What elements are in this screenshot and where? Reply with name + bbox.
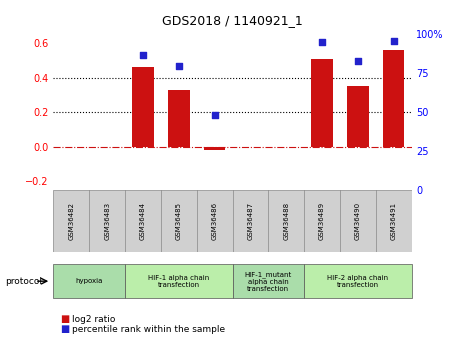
Text: GSM36482: GSM36482: [68, 202, 74, 240]
Text: HIF-1_mutant
alpha chain
transfection: HIF-1_mutant alpha chain transfection: [245, 271, 292, 292]
Point: [175, 63, 182, 68]
Text: HIF-2 alpha chain
transfection: HIF-2 alpha chain transfection: [327, 275, 388, 288]
Text: GSM36484: GSM36484: [140, 202, 146, 240]
Text: GDS2018 / 1140921_1: GDS2018 / 1140921_1: [162, 14, 303, 27]
Text: HIF-1 alpha chain
transfection: HIF-1 alpha chain transfection: [148, 275, 209, 288]
Point: [354, 58, 361, 63]
Text: GSM36483: GSM36483: [104, 202, 110, 240]
Bar: [383, 50, 405, 147]
Bar: [311, 59, 333, 147]
Text: GSM36488: GSM36488: [283, 202, 289, 240]
Text: log2 ratio: log2 ratio: [72, 315, 115, 324]
Point: [390, 38, 397, 43]
Point: [139, 52, 146, 57]
Point: [318, 39, 325, 45]
Point: [211, 112, 219, 118]
Text: ■: ■: [60, 325, 70, 334]
Text: GSM36490: GSM36490: [355, 202, 361, 240]
Bar: [168, 90, 190, 147]
Text: GSM36489: GSM36489: [319, 202, 325, 240]
Bar: [132, 67, 154, 147]
Text: GSM36487: GSM36487: [247, 202, 253, 240]
Text: ■: ■: [60, 314, 70, 324]
Text: protocol: protocol: [5, 277, 42, 286]
Text: GSM36486: GSM36486: [212, 202, 218, 240]
Text: GSM36485: GSM36485: [176, 202, 182, 240]
Text: hypoxia: hypoxia: [76, 278, 103, 284]
Text: percentile rank within the sample: percentile rank within the sample: [72, 325, 225, 334]
Bar: [204, 147, 226, 150]
Text: GSM36491: GSM36491: [391, 202, 397, 240]
Bar: [347, 86, 369, 147]
